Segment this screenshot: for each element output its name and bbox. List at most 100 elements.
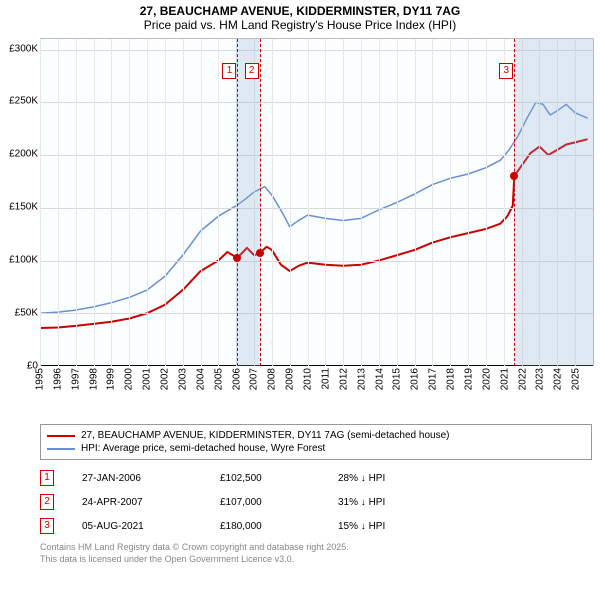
price-marker xyxy=(256,249,264,257)
reference-line-label: 3 xyxy=(499,63,513,79)
gridline-v xyxy=(183,39,184,366)
x-tick-label: 2011 xyxy=(320,368,331,390)
gridline-v xyxy=(486,39,487,366)
gridline-v xyxy=(290,39,291,366)
reference-line xyxy=(260,39,261,366)
x-tick-label: 2003 xyxy=(177,368,188,390)
gridline-v xyxy=(272,39,273,366)
gridline-h xyxy=(40,208,593,209)
footer-line1: Contains HM Land Registry data © Crown c… xyxy=(40,542,592,554)
gridline-h xyxy=(40,155,593,156)
footer-line2: This data is licensed under the Open Gov… xyxy=(40,554,592,566)
gridline-v xyxy=(129,39,130,366)
legend-swatch-property xyxy=(47,435,75,437)
reference-line-label: 1 xyxy=(222,63,236,79)
x-tick-label: 1995 xyxy=(35,368,46,390)
event-row: 3 05-AUG-2021 £180,000 15% ↓ HPI xyxy=(40,514,592,538)
gridline-v xyxy=(58,39,59,366)
gridline-h xyxy=(40,261,593,262)
chart-title: 27, BEAUCHAMP AVENUE, KIDDERMINSTER, DY1… xyxy=(0,0,600,34)
x-tick-label: 2018 xyxy=(446,368,457,390)
x-tick-label: 1996 xyxy=(52,368,63,390)
event-price: £102,500 xyxy=(220,473,310,484)
event-delta: 15% ↓ HPI xyxy=(338,521,448,532)
title-line2: Price paid vs. HM Land Registry's House … xyxy=(0,18,600,32)
event-badge: 1 xyxy=(40,470,54,486)
gridline-v xyxy=(325,39,326,366)
x-tick-label: 2007 xyxy=(249,368,260,390)
x-tick-label: 2010 xyxy=(303,368,314,390)
y-tick-label: £300K xyxy=(9,43,38,54)
x-tick-label: 2015 xyxy=(392,368,403,390)
legend-label-hpi: HPI: Average price, semi-detached house,… xyxy=(81,443,325,454)
gridline-h xyxy=(40,102,593,103)
event-delta: 28% ↓ HPI xyxy=(338,473,448,484)
y-tick-label: £200K xyxy=(9,149,38,160)
y-axis: £0£50K£100K£150K£200K£250K£300K xyxy=(0,38,40,366)
gridline-v xyxy=(40,39,41,366)
price-marker xyxy=(510,172,518,180)
x-tick-label: 2024 xyxy=(553,368,564,390)
x-tick-label: 2000 xyxy=(124,368,135,390)
shaded-band xyxy=(514,39,593,366)
gridline-v xyxy=(111,39,112,366)
footer: Contains HM Land Registry data © Crown c… xyxy=(40,542,592,565)
y-tick-label: £100K xyxy=(9,255,38,266)
x-tick-label: 2022 xyxy=(517,368,528,390)
x-tick-label: 2002 xyxy=(160,368,171,390)
x-tick-label: 2008 xyxy=(267,368,278,390)
reference-line-label: 2 xyxy=(245,63,259,79)
event-date: 24-APR-2007 xyxy=(82,497,192,508)
x-tick-label: 2021 xyxy=(499,368,510,390)
gridline-v xyxy=(308,39,309,366)
x-tick-label: 1999 xyxy=(106,368,117,390)
x-tick-label: 2004 xyxy=(195,368,206,390)
gridline-v xyxy=(147,39,148,366)
gridline-h xyxy=(40,50,593,51)
event-date: 27-JAN-2006 xyxy=(82,473,192,484)
gridline-v xyxy=(468,39,469,366)
series-svg xyxy=(40,39,593,366)
events-table: 1 27-JAN-2006 £102,500 28% ↓ HPI 224-APR-200… xyxy=(40,466,592,538)
gridline-v xyxy=(76,39,77,366)
x-tick-label: 2017 xyxy=(428,368,439,390)
chart-area: £0£50K£100K£150K£200K£250K£300K 123 1995… xyxy=(0,38,600,418)
gridline-v xyxy=(432,39,433,366)
x-axis: 1995199619971998199920002001200220032004… xyxy=(40,366,594,418)
x-tick-label: 2012 xyxy=(338,368,349,390)
x-tick-label: 2014 xyxy=(374,368,385,390)
x-tick-label: 2020 xyxy=(481,368,492,390)
x-tick-label: 2006 xyxy=(231,368,242,390)
x-tick-label: 1997 xyxy=(70,368,81,390)
event-row: 224-APR-2007£107,00031% ↓ HPI xyxy=(40,490,592,514)
x-tick-label: 1998 xyxy=(88,368,99,390)
price-marker xyxy=(233,254,241,262)
event-date: 05-AUG-2021 xyxy=(82,521,192,532)
y-tick-label: £50K xyxy=(15,308,38,319)
legend: 27, BEAUCHAMP AVENUE, KIDDERMINSTER, DY1… xyxy=(40,424,592,460)
x-tick-label: 2009 xyxy=(285,368,296,390)
x-tick-label: 2025 xyxy=(571,368,582,390)
gridline-v xyxy=(201,39,202,366)
x-tick-label: 2016 xyxy=(410,368,421,390)
plot-region: 12 3 xyxy=(40,38,594,366)
x-tick-label: 2013 xyxy=(356,368,367,390)
legend-swatch-hpi xyxy=(47,448,75,450)
legend-row: HPI: Average price, semi-detached house,… xyxy=(47,442,585,455)
x-tick-label: 2023 xyxy=(535,368,546,390)
shaded-band xyxy=(236,39,261,366)
legend-label-property: 27, BEAUCHAMP AVENUE, KIDDERMINSTER, DY1… xyxy=(81,430,449,441)
reference-line xyxy=(237,39,238,366)
x-tick-label: 2019 xyxy=(463,368,474,390)
event-price: £180,000 xyxy=(220,521,310,532)
x-tick-label: 2005 xyxy=(213,368,224,390)
gridline-v xyxy=(94,39,95,366)
y-tick-label: £150K xyxy=(9,202,38,213)
title-line1: 27, BEAUCHAMP AVENUE, KIDDERMINSTER, DY1… xyxy=(0,4,600,18)
gridline-h xyxy=(40,313,593,314)
event-delta: 31% ↓ HPI xyxy=(338,497,448,508)
gridline-v xyxy=(361,39,362,366)
reference-line xyxy=(514,39,515,366)
gridline-v xyxy=(415,39,416,366)
event-badge: 3 xyxy=(40,518,54,534)
